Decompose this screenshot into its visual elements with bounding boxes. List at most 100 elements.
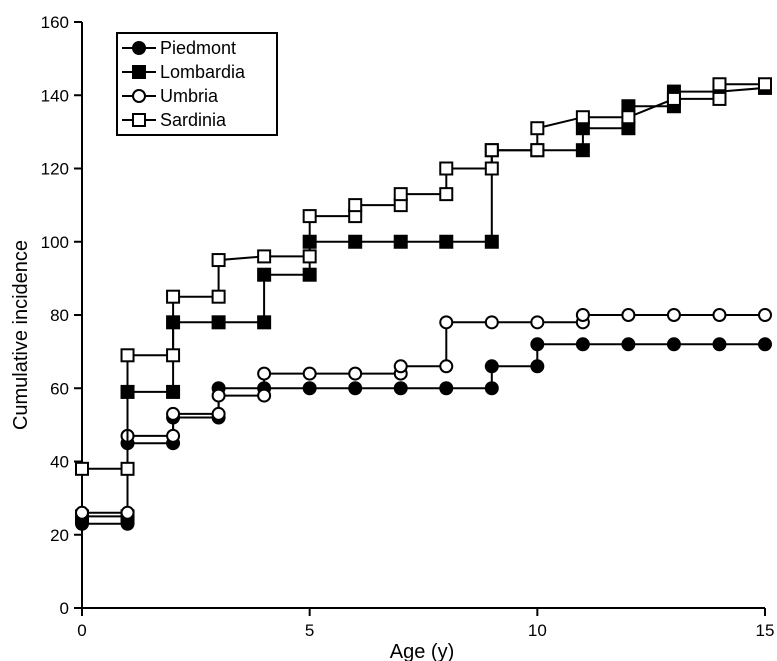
legend-marker-piedmont xyxy=(132,41,146,55)
legend-item-piedmont: Piedmont xyxy=(122,38,236,58)
data-point-umbria xyxy=(302,366,317,381)
data-point-lombardia xyxy=(211,315,226,330)
y-tick-label: 160 xyxy=(41,13,69,32)
axes: 0 20 40 60 80 100 120 140 160 0 5 10 15 xyxy=(41,13,775,640)
series-group xyxy=(75,77,772,531)
legend-marker-lombardia xyxy=(132,65,146,79)
data-point-lombardia xyxy=(257,315,272,330)
data-point-sardinia xyxy=(712,91,727,106)
data-point-piedmont xyxy=(393,381,408,396)
data-point-sardinia xyxy=(575,110,590,125)
data-point-umbria xyxy=(257,388,272,403)
data-point-sardinia xyxy=(348,198,363,213)
x-tick-label: 10 xyxy=(528,621,547,640)
data-point-piedmont xyxy=(575,337,590,352)
data-point-sardinia xyxy=(439,161,454,176)
legend-label-lombardia: Lombardia xyxy=(160,62,246,82)
data-point-sardinia xyxy=(211,253,226,268)
series-line-lombardia xyxy=(82,86,766,518)
data-point-umbria xyxy=(348,366,363,381)
data-point-piedmont xyxy=(484,381,499,396)
data-point-umbria xyxy=(120,505,135,520)
data-point-sardinia xyxy=(302,249,317,264)
series-piedmont xyxy=(75,337,772,531)
data-point-sardinia xyxy=(166,348,181,363)
series-line-piedmont xyxy=(82,343,765,525)
data-point-umbria xyxy=(166,406,181,421)
legend: Piedmont Lombardia Umbria Sardinia xyxy=(116,32,278,136)
data-point-sardinia xyxy=(166,289,181,304)
data-point-umbria xyxy=(166,428,181,443)
data-point-piedmont xyxy=(530,337,545,352)
legend-marker-sardinia xyxy=(132,113,146,127)
data-point-umbria xyxy=(211,406,226,421)
data-point-umbria xyxy=(393,359,408,374)
legend-label-umbria: Umbria xyxy=(160,86,219,106)
series-line-sardinia xyxy=(82,83,765,470)
data-point-sardinia xyxy=(666,91,681,106)
data-point-umbria xyxy=(530,315,545,330)
data-point-umbria xyxy=(75,505,89,520)
data-point-piedmont xyxy=(439,381,454,396)
data-point-piedmont xyxy=(530,359,545,374)
y-tick-label: 80 xyxy=(50,306,69,325)
data-point-sardinia xyxy=(530,143,545,158)
legend-label-piedmont: Piedmont xyxy=(160,38,236,58)
data-point-piedmont xyxy=(758,337,772,352)
data-point-sardinia xyxy=(120,461,135,476)
data-point-sardinia xyxy=(484,143,499,158)
data-point-sardinia xyxy=(484,161,499,176)
series-sardinia xyxy=(75,77,772,476)
data-point-umbria xyxy=(575,308,590,322)
x-tick-label: 15 xyxy=(756,621,775,640)
data-point-sardinia xyxy=(530,121,545,136)
data-point-lombardia xyxy=(575,143,590,158)
y-tick-label: 100 xyxy=(41,233,69,252)
y-axis-title: Cumulative incidence xyxy=(10,240,32,430)
y-tick-label: 20 xyxy=(50,526,69,545)
legend-label-sardinia: Sardinia xyxy=(160,110,227,130)
data-point-lombardia xyxy=(166,384,181,399)
data-point-umbria xyxy=(439,315,454,330)
data-point-sardinia xyxy=(712,77,727,92)
data-point-sardinia xyxy=(439,187,454,202)
legend-item-sardinia: Sardinia xyxy=(122,110,227,130)
data-point-umbria xyxy=(666,308,681,322)
data-point-sardinia xyxy=(257,249,272,264)
data-point-umbria xyxy=(439,359,454,374)
data-point-sardinia xyxy=(75,461,89,476)
legend-item-lombardia: Lombardia xyxy=(122,62,246,82)
series-lombardia xyxy=(75,80,772,524)
x-tick-label: 0 xyxy=(77,621,86,640)
data-point-lombardia xyxy=(348,234,363,249)
y-tick-label: 40 xyxy=(50,453,69,472)
x-tick-label: 5 xyxy=(305,621,314,640)
data-point-umbria xyxy=(257,366,272,381)
y-tick-label: 140 xyxy=(41,86,69,105)
data-point-lombardia xyxy=(302,267,317,282)
y-tick-label: 0 xyxy=(60,599,69,618)
data-point-umbria xyxy=(211,388,226,403)
data-point-sardinia xyxy=(302,209,317,224)
data-point-lombardia xyxy=(484,234,499,249)
y-tick-label: 120 xyxy=(41,160,69,179)
data-point-piedmont xyxy=(348,381,363,396)
data-point-lombardia xyxy=(393,234,408,249)
data-point-lombardia xyxy=(257,267,272,282)
data-point-sardinia xyxy=(758,77,772,92)
data-point-piedmont xyxy=(621,337,636,352)
legend-marker-umbria xyxy=(132,89,146,103)
x-axis-title: Age (y) xyxy=(390,641,454,661)
data-point-lombardia xyxy=(439,234,454,249)
data-point-sardinia xyxy=(393,187,408,202)
data-point-umbria xyxy=(621,308,636,322)
data-point-umbria xyxy=(484,315,499,330)
data-point-piedmont xyxy=(712,337,727,352)
data-point-sardinia xyxy=(621,110,636,125)
legend-item-umbria: Umbria xyxy=(122,86,219,106)
data-point-sardinia xyxy=(120,348,135,363)
data-point-piedmont xyxy=(302,381,317,396)
data-point-sardinia xyxy=(211,289,226,304)
data-point-piedmont xyxy=(484,359,499,374)
